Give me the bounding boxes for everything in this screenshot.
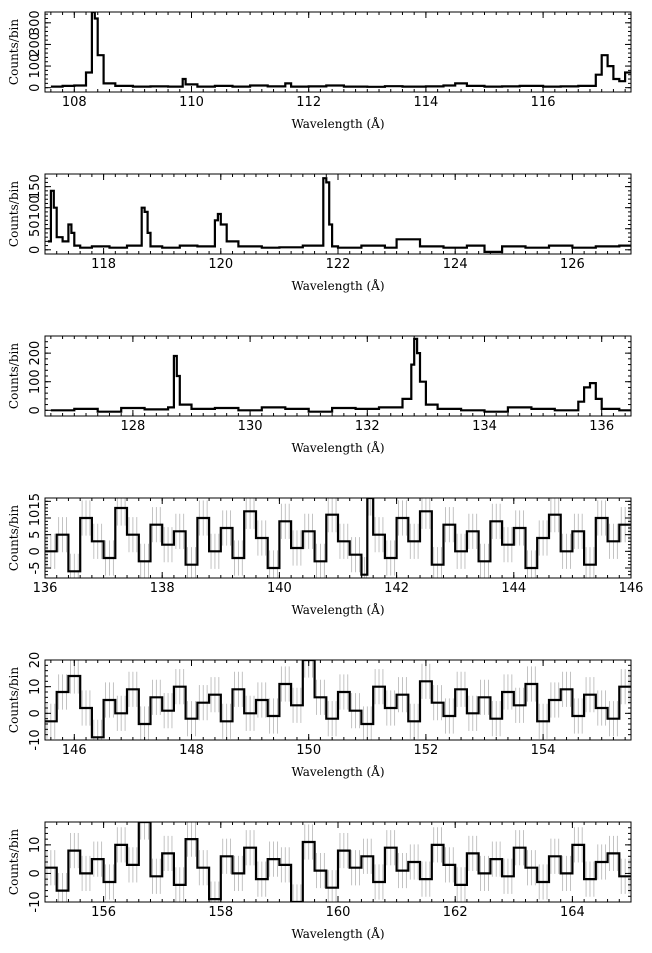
x-tick-label: 116: [531, 95, 556, 110]
series-line: [45, 660, 631, 739]
series-line: [47, 177, 631, 253]
x-tick-label: 144: [501, 581, 526, 596]
x-tick-label: 156: [91, 905, 116, 920]
y-tick-label: 10: [28, 678, 43, 695]
y-tick-label: 0: [28, 84, 43, 92]
x-tick-label: 158: [208, 905, 233, 920]
y-tick-label: -10: [28, 729, 43, 750]
series-line: [45, 498, 631, 576]
y-axis-title: Counts/bin: [7, 667, 21, 733]
y-tick-label: 0: [28, 709, 43, 717]
y-tick-label: 50: [28, 220, 43, 237]
series-line: [45, 822, 631, 902]
x-axis-title: Wavelength (Å): [291, 116, 384, 131]
x-minor-ticks: [44, 174, 632, 254]
x-tick-label: 154: [531, 743, 556, 758]
x-tick-label: 124: [443, 257, 468, 272]
x-tick-label: 110: [179, 95, 204, 110]
y-tick-label: 10: [28, 837, 43, 854]
x-tick-label: 130: [238, 419, 263, 434]
x-tick-label: 146: [619, 581, 644, 596]
y-tick-label: 200: [28, 32, 43, 57]
y-tick-label: -10: [28, 891, 43, 912]
plot-frame: [44, 335, 632, 417]
x-tick-label: 114: [413, 95, 438, 110]
x-tick-label: 134: [472, 419, 497, 434]
plot-frame: [44, 659, 632, 741]
plot-frame: [44, 173, 632, 255]
y-tick-label: 15: [28, 493, 43, 510]
x-tick-label: 120: [208, 257, 233, 272]
x-axis-title: Wavelength (Å): [291, 602, 384, 617]
x-tick-label: 150: [296, 743, 321, 758]
y-tick-label: 0: [28, 869, 43, 877]
x-tick-label: 132: [355, 419, 380, 434]
x-tick-label: 126: [560, 257, 585, 272]
x-tick-label: 136: [589, 419, 614, 434]
x-tick-label: 148: [179, 743, 204, 758]
y-tick-label: 5: [28, 531, 43, 539]
x-axis-title: Wavelength (Å): [291, 440, 384, 455]
x-tick-label: 136: [33, 581, 58, 596]
y-axis-title: Counts/bin: [7, 181, 21, 247]
x-tick-label: 164: [560, 905, 585, 920]
x-tick-label: 146: [62, 743, 87, 758]
x-axis-title: Wavelength (Å): [291, 278, 384, 293]
x-tick-label: 118: [91, 257, 116, 272]
x-minor-ticks: [44, 822, 632, 902]
plot-frame: [44, 11, 632, 93]
x-tick-label: 112: [296, 95, 321, 110]
y-tick-label: 0: [28, 406, 43, 414]
y-tick-label: 100: [28, 195, 43, 220]
x-tick-label: 152: [413, 743, 438, 758]
y-tick-label: 200: [28, 341, 43, 366]
y-tick-label: 300: [28, 10, 43, 35]
y-tick-label: -5: [28, 562, 43, 575]
y-axis-title: Counts/bin: [7, 505, 21, 571]
x-tick-label: 160: [326, 905, 351, 920]
y-tick-label: 0: [28, 246, 43, 254]
y-tick-label: 150: [28, 174, 43, 199]
x-minor-ticks: [50, 660, 626, 740]
x-tick-label: 140: [267, 581, 292, 596]
x-tick-label: 128: [120, 419, 145, 434]
y-tick-label: 10: [28, 510, 43, 527]
y-axis-title: Counts/bin: [7, 343, 21, 409]
chart-panel-6: 156 158 160 162 164 -10 0 10 Wavelength (Å) Count…: [7, 821, 632, 941]
y-tick-label: 100: [28, 54, 43, 79]
x-tick-label: 162: [443, 905, 468, 920]
x-minor-ticks: [50, 336, 626, 416]
x-tick-label: 138: [150, 581, 175, 596]
x-tick-label: 142: [384, 581, 409, 596]
x-minor-ticks: [50, 12, 626, 92]
chart-panel-5: 146 148 150 152 154 -10 0 10 20 Wavelength (Å) Cou…: [7, 652, 632, 779]
series-line: [50, 337, 631, 413]
y-tick-label: 0: [28, 547, 43, 555]
y-tick-label: 20: [28, 652, 43, 669]
x-axis-title: Wavelength (Å): [291, 926, 384, 941]
y-axis-title: Counts/bin: [7, 829, 21, 895]
y-tick-label: 100: [28, 369, 43, 394]
x-tick-label: 122: [326, 257, 351, 272]
chart-panel-3: 128 130 132 134 136 0 100 200 Wavelength (Å) Coun…: [7, 335, 632, 455]
x-axis-title: Wavelength (Å): [291, 764, 384, 779]
x-tick-label: 108: [62, 95, 87, 110]
series-line: [50, 12, 631, 88]
y-axis-title: Counts/bin: [7, 19, 21, 85]
